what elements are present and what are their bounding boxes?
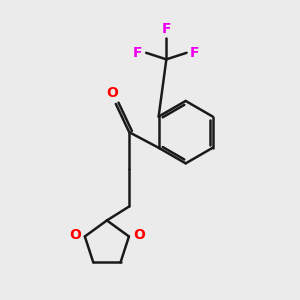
Text: F: F (162, 22, 171, 36)
Text: F: F (190, 46, 200, 60)
Text: O: O (106, 86, 118, 100)
Text: F: F (133, 46, 142, 60)
Text: O: O (69, 228, 81, 242)
Text: O: O (133, 228, 145, 242)
